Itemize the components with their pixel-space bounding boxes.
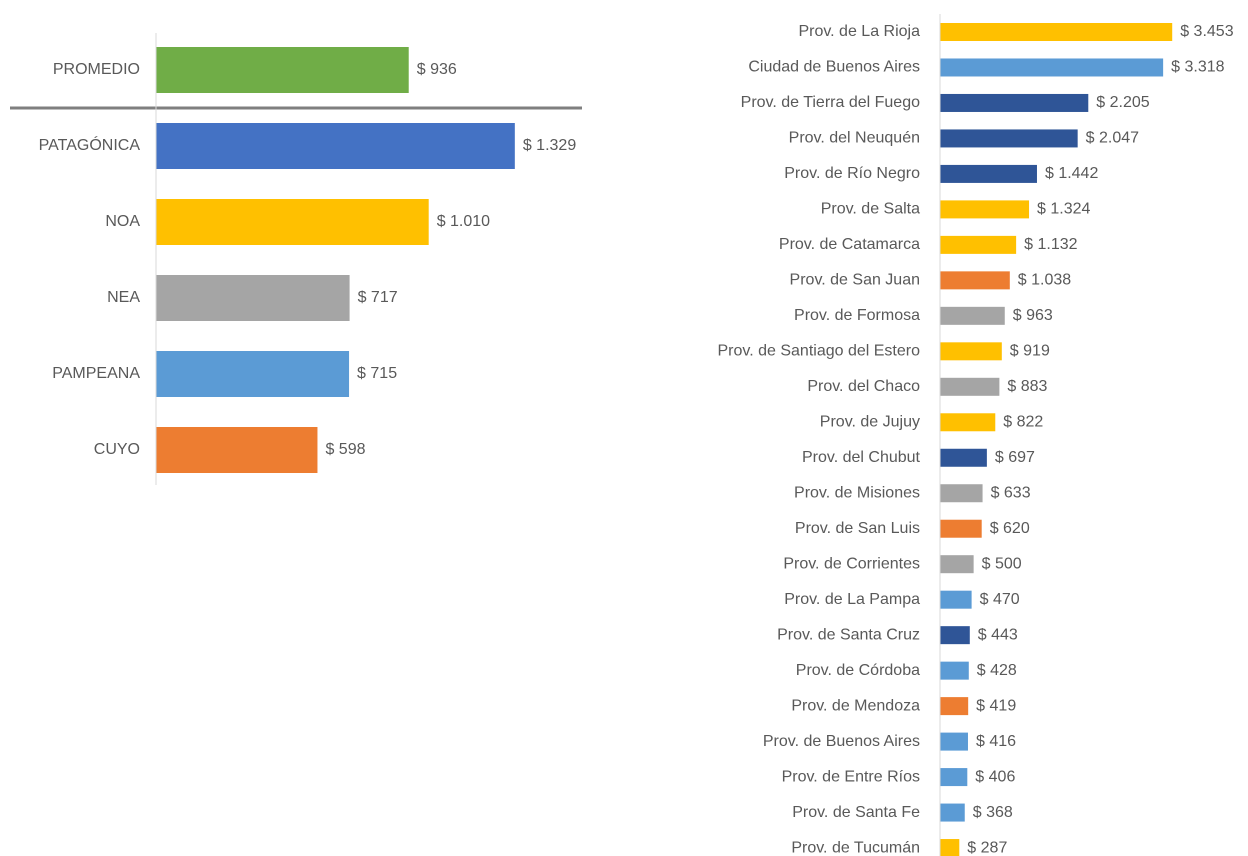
category-label: Prov. de Santa Cruz [777, 626, 920, 643]
bar [940, 590, 972, 609]
value-label: $ 470 [980, 591, 1020, 608]
category-label: Prov. del Neuquén [789, 130, 920, 147]
value-label: $ 368 [973, 804, 1013, 821]
bar [940, 484, 983, 503]
value-label: $ 1.038 [1018, 272, 1071, 289]
value-label: $ 428 [977, 662, 1017, 679]
category-label: PROMEDIO [53, 61, 140, 78]
value-label: $ 715 [357, 365, 397, 382]
bar [940, 413, 996, 432]
category-label: Prov. de Formosa [794, 307, 920, 324]
category-label: Prov. de Tucumán [791, 839, 920, 856]
value-label: $ 443 [978, 626, 1018, 643]
bar [940, 235, 1017, 254]
category-label: Prov. de Corrientes [783, 555, 920, 572]
category-label: NOA [105, 213, 140, 230]
bar [940, 768, 968, 787]
bar [156, 275, 350, 321]
category-label: Prov. de La Pampa [784, 591, 920, 608]
category-label: NEA [107, 289, 140, 306]
value-label: $ 883 [1007, 378, 1047, 395]
bar [156, 199, 429, 245]
category-label: Prov. de Santa Fe [792, 804, 920, 821]
value-label: $ 1.329 [523, 137, 576, 154]
bar [940, 93, 1089, 112]
category-label: PATAGÓNICA [39, 135, 141, 154]
category-label: Prov. de Catamarca [779, 236, 920, 253]
category-label: Prov. de La Rioja [798, 23, 920, 40]
bar [940, 448, 987, 467]
bar [940, 271, 1010, 290]
bar [940, 803, 965, 822]
category-label: Ciudad de Buenos Aires [748, 59, 920, 76]
value-label: $ 416 [976, 733, 1016, 750]
value-label: $ 919 [1010, 343, 1050, 360]
value-label: $ 287 [967, 839, 1007, 856]
category-label: Prov. de San Juan [790, 272, 920, 289]
bar [940, 23, 1173, 41]
bar [940, 697, 969, 716]
category-label: Prov. de Tierra del Fuego [741, 94, 920, 111]
value-label: $ 717 [358, 289, 398, 306]
bar [940, 626, 970, 645]
bar [940, 732, 968, 751]
value-label: $ 419 [976, 697, 1016, 714]
value-label: $ 1.324 [1037, 201, 1090, 218]
bar [940, 519, 982, 538]
category-label: Prov. de Río Negro [784, 165, 920, 182]
bar [940, 200, 1030, 219]
category-label: Prov. de Buenos Aires [763, 733, 920, 750]
value-label: $ 1.010 [437, 213, 490, 230]
value-label: $ 406 [975, 768, 1015, 785]
bar [940, 164, 1037, 183]
value-label: $ 2.047 [1086, 130, 1139, 147]
bar [156, 123, 515, 169]
value-label: $ 1.442 [1045, 165, 1098, 182]
bar [940, 377, 1000, 396]
value-label: $ 936 [417, 61, 457, 78]
category-label: Prov. de Jujuy [820, 413, 920, 430]
value-label: $ 697 [995, 449, 1035, 466]
value-label: $ 963 [1013, 307, 1053, 324]
value-label: $ 598 [325, 441, 365, 458]
category-label: Prov. de Entre Ríos [782, 768, 920, 785]
bar [940, 555, 974, 574]
bar [156, 427, 318, 473]
category-label: Prov. de Misiones [794, 484, 920, 501]
bar [156, 47, 409, 93]
category-label: Prov. de San Luis [795, 520, 920, 537]
category-label: Prov. del Chaco [807, 378, 920, 395]
value-label: $ 1.132 [1024, 236, 1077, 253]
value-label: $ 822 [1003, 413, 1043, 430]
value-label: $ 633 [991, 484, 1031, 501]
bar [156, 351, 350, 397]
bar [940, 129, 1078, 148]
category-label: PAMPEANA [52, 365, 140, 382]
category-label: Prov. del Chubut [802, 449, 921, 466]
bar [940, 58, 1164, 77]
value-label: $ 500 [982, 555, 1022, 572]
value-label: $ 2.205 [1096, 94, 1149, 111]
value-label: $ 3.453 [1180, 23, 1233, 40]
value-label: $ 3.318 [1171, 59, 1224, 76]
bar [940, 839, 960, 856]
category-label: Prov. de Salta [821, 201, 920, 218]
category-label: Prov. de Mendoza [791, 697, 920, 714]
category-label: Prov. de Córdoba [796, 662, 920, 679]
category-label: Prov. de Santiago del Estero [718, 343, 921, 360]
bar [940, 306, 1005, 325]
value-label: $ 620 [990, 520, 1030, 537]
bar [940, 661, 969, 680]
category-label: CUYO [94, 441, 140, 458]
bar [940, 342, 1002, 361]
